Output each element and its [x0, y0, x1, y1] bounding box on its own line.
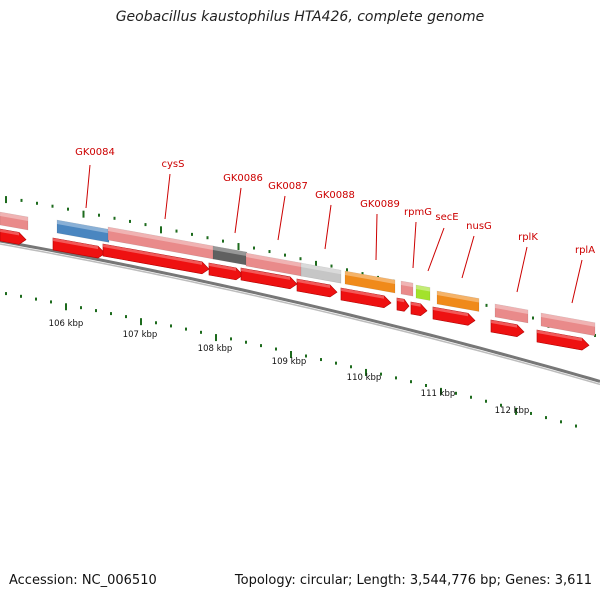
- leader-line: [85, 164, 91, 209]
- feature-block-highlight: [416, 285, 430, 292]
- gene-label-leaders: [85, 164, 583, 304]
- genome-backbone: [0, 239, 600, 386]
- kbp-label: 110 kbp: [347, 373, 382, 383]
- gene-labels: GK0084 cysS GK0086 GK0087 GK0088 GK0089 rpmG se…: [75, 147, 595, 256]
- kbp-label: 108 kbp: [198, 344, 233, 354]
- gene-label: rplK: [518, 232, 538, 243]
- kbp-label: 112 kbp: [495, 406, 530, 416]
- lower-tick-ruler: [5, 292, 577, 428]
- cds-arrow-highlight: [397, 298, 405, 303]
- leader-line: [234, 187, 242, 234]
- gene-label: GK0088: [315, 190, 355, 201]
- cds-arrow-highlight: [209, 263, 236, 271]
- feature-block: [56, 219, 110, 243]
- kbp-label: 107 kbp: [123, 330, 158, 340]
- cds-arrow: [208, 262, 244, 281]
- leader-line: [516, 246, 528, 293]
- leader-line: [461, 235, 475, 279]
- feature-block: [494, 303, 529, 324]
- cds-arrow-highlight: [433, 307, 468, 317]
- kbp-labels: 106 kbp 107 kbp 108 kbp 109 kbp 110 kbp 111 k…: [49, 319, 530, 416]
- feature-block-highlight: [495, 304, 528, 314]
- cds-arrows: [0, 228, 590, 351]
- gene-label: rpmG: [404, 207, 432, 218]
- cds-arrow: [490, 319, 525, 337]
- cds-arrow: [396, 297, 410, 312]
- leader-line: [375, 213, 378, 261]
- feature-block-highlight: [108, 227, 214, 251]
- cds-arrow: [432, 306, 476, 326]
- gene-label: cysS: [162, 159, 185, 170]
- cds-arrow-highlight: [537, 330, 582, 342]
- kbp-label: 106 kbp: [49, 319, 84, 329]
- cds-arrow-highlight: [103, 244, 202, 265]
- genome-stats-text: Topology: circular; Length: 3,544,776 bp…: [234, 573, 592, 588]
- feature-block: [436, 290, 480, 312]
- feature-block-highlight: [345, 271, 395, 284]
- gene-label: rplA: [575, 245, 595, 256]
- cds-arrow-highlight: [0, 229, 19, 236]
- cds-arrow: [240, 267, 298, 290]
- feature-block: [400, 280, 414, 297]
- cds-arrow: [410, 301, 428, 317]
- gene-label: GK0084: [75, 147, 115, 158]
- leader-line: [277, 195, 286, 241]
- cds-arrow-highlight: [53, 238, 98, 250]
- cds-arrow-highlight: [241, 268, 290, 280]
- feature-block-highlight: [57, 220, 109, 234]
- feature-block-highlight: [213, 246, 247, 257]
- feature-block-highlight: [541, 313, 595, 327]
- cds-arrow: [536, 329, 590, 351]
- gene-label: nusG: [466, 221, 492, 232]
- cds-arrow: [0, 228, 27, 245]
- leader-line: [324, 204, 332, 250]
- map-title: Geobacillus kaustophilus HTA426, complet…: [115, 9, 485, 25]
- feature-block: [344, 270, 396, 294]
- feature-block-highlight: [437, 291, 479, 303]
- feature-block: [540, 312, 596, 337]
- cds-arrow-highlight: [411, 302, 421, 307]
- feature-block-highlight: [0, 212, 28, 222]
- gene-label: GK0087: [268, 181, 308, 192]
- cds-arrow: [340, 287, 392, 309]
- kbp-label: 109 kbp: [272, 357, 307, 367]
- cds-arrow: [296, 278, 338, 298]
- gene-label: GK0086: [223, 173, 263, 184]
- leader-line: [412, 221, 417, 269]
- leader-line: [427, 227, 445, 272]
- gene-label: GK0089: [360, 199, 400, 210]
- feature-block: [415, 284, 431, 301]
- leader-line: [164, 173, 171, 220]
- feature-block: [300, 262, 342, 284]
- cds-arrow-highlight: [297, 279, 330, 288]
- kbp-label: 111 kbp: [421, 389, 456, 399]
- feature-blocks: [0, 211, 596, 337]
- gene-label: secE: [435, 212, 458, 223]
- feature-block: [0, 211, 29, 231]
- feature-block-highlight: [401, 281, 413, 288]
- leader-line: [571, 259, 583, 304]
- accession-text: Accession: NC_006510: [9, 573, 157, 588]
- feature-block-highlight: [301, 263, 341, 275]
- cds-arrow-highlight: [491, 320, 517, 328]
- cds-arrow: [52, 237, 106, 259]
- cds-arrow: [102, 243, 210, 275]
- cds-arrow-highlight: [341, 288, 384, 299]
- feature-block-highlight: [246, 253, 302, 268]
- backbone-shadow: [0, 243, 600, 386]
- backbone-line: [0, 239, 600, 383]
